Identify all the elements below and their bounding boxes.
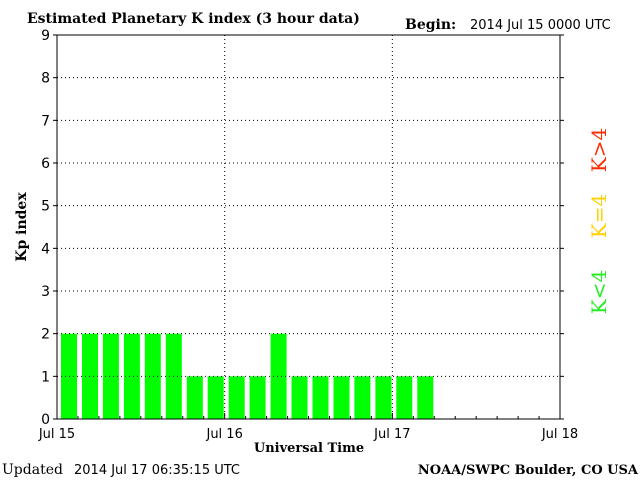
- x-axis-label: Universal Time: [254, 441, 364, 456]
- y-tick-label: 5: [41, 199, 50, 215]
- x-tick-label: Jul 17: [373, 427, 410, 442]
- kp-bar: [186, 376, 203, 419]
- updated-label: Updated: [2, 462, 63, 478]
- x-tick-label: Jul 15: [38, 427, 75, 442]
- y-tick-label: 4: [41, 241, 50, 257]
- y-tick-label: 7: [41, 113, 50, 129]
- updated-value: 2014 Jul 17 06:35:15 UTC: [74, 463, 240, 478]
- x-tick-label: Jul 18: [541, 427, 578, 442]
- legend-k-less-4: K<4: [587, 270, 611, 314]
- kp-bar: [375, 376, 392, 419]
- kp-bar: [291, 376, 308, 419]
- bars-group: [61, 333, 434, 419]
- y-tick-label: 6: [41, 156, 50, 172]
- y-tick-label: 0: [41, 412, 50, 428]
- kp-bar: [333, 376, 350, 419]
- x-axis-ticks: Jul 15 Jul 16 Jul 17 Jul 18: [38, 413, 578, 442]
- begin-value: 2014 Jul 15 0000 UTC: [470, 18, 611, 33]
- kp-bar: [207, 376, 224, 419]
- kp-bar: [312, 376, 329, 419]
- kp-bar: [102, 333, 119, 419]
- kp-bar: [123, 333, 140, 419]
- begin-label: Begin:: [405, 17, 456, 33]
- legend-k-equal-4: K=4: [587, 194, 611, 238]
- y-tick-label: 1: [41, 369, 50, 385]
- y-tick-label: 8: [41, 71, 50, 87]
- x-tick-label: Jul 16: [205, 427, 242, 442]
- kp-bar: [249, 376, 266, 419]
- grid-group: [57, 35, 560, 419]
- y-tick-label: 9: [41, 28, 50, 44]
- kp-bar: [396, 376, 413, 419]
- chart-title: Estimated Planetary K index (3 hour data…: [27, 11, 360, 27]
- y-axis-ticks: 0 1 2 3 4 5 6 7 8 9: [41, 28, 564, 428]
- y-tick-label: 2: [41, 327, 50, 343]
- y-axis-label: Kp index: [14, 192, 30, 262]
- kp-bar: [270, 333, 287, 419]
- kp-bar: [144, 333, 161, 419]
- legend-k-greater-4: K>4: [587, 128, 611, 172]
- y-tick-label: 3: [41, 284, 50, 300]
- kp-bar: [354, 376, 371, 419]
- kp-bar: [417, 376, 434, 419]
- source-credit: NOAA/SWPC Boulder, CO USA: [418, 463, 639, 478]
- kp-bar: [228, 376, 245, 419]
